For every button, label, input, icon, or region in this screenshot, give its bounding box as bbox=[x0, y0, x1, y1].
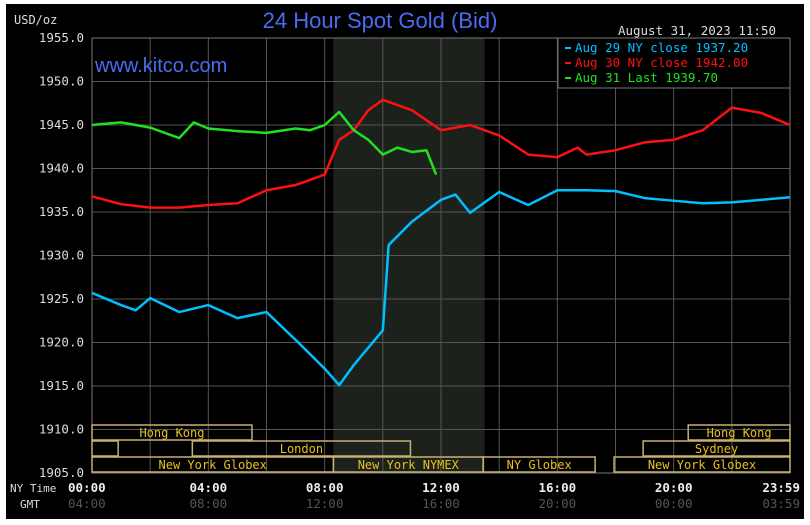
session-label: New York Globex bbox=[159, 458, 267, 472]
y-tick-label: 1935.0 bbox=[39, 204, 84, 219]
x-tick-gmt: 20:00 bbox=[539, 496, 577, 511]
y-tick-label: 1940.0 bbox=[39, 161, 84, 176]
y-tick-label: 1905.0 bbox=[39, 465, 84, 480]
x-tick-gmt: 12:00 bbox=[306, 496, 344, 511]
legend-entry: Aug 31 Last 1939.70 bbox=[575, 70, 718, 85]
session-bar bbox=[91, 440, 119, 457]
legend-entry: Aug 29 NY close 1937.20 bbox=[575, 40, 748, 55]
timestamp: August 31, 2023 11:50 bbox=[618, 23, 776, 38]
x-tick-ny: 20:00 bbox=[655, 480, 693, 495]
x-tick-ny: 12:00 bbox=[422, 480, 460, 495]
y-tick-label: 1915.0 bbox=[39, 378, 84, 393]
y-tick-label: 1955.0 bbox=[39, 30, 84, 45]
x-tick-gmt: 08:00 bbox=[190, 496, 228, 511]
session-bar bbox=[613, 456, 791, 473]
x-tick-ny: 00:00 bbox=[68, 480, 106, 495]
y-tick-label: 1920.0 bbox=[39, 335, 84, 350]
x-axis-ny-label: NY Time bbox=[10, 482, 56, 495]
legend-entry: Aug 30 NY close 1942.00 bbox=[575, 55, 748, 70]
x-tick-gmt: 04:00 bbox=[68, 496, 106, 511]
series-line-2 bbox=[91, 98, 791, 209]
y-tick-label: 1925.0 bbox=[39, 291, 84, 306]
plot-border bbox=[91, 37, 791, 474]
session-bar bbox=[482, 456, 596, 473]
x-tick-ny: 16:00 bbox=[539, 480, 577, 495]
watermark: www.kitco.com bbox=[94, 55, 227, 77]
session-bar bbox=[191, 440, 412, 457]
x-axis-gmt-label: GMT bbox=[20, 498, 40, 511]
series-line-1 bbox=[91, 189, 791, 387]
session-label: New York Globex bbox=[648, 458, 756, 472]
y-tick-label: 1910.0 bbox=[39, 422, 84, 437]
y-tick-label: 1950.0 bbox=[39, 74, 84, 89]
session-bar bbox=[642, 440, 791, 457]
session-label: Sydney bbox=[695, 442, 738, 456]
legend-box bbox=[557, 37, 791, 89]
chart-title: 24 Hour Spot Gold (Bid) bbox=[263, 8, 498, 33]
series-line-3 bbox=[91, 110, 438, 176]
x-tick-ny: 23:59 bbox=[762, 480, 800, 495]
x-tick-gmt: 00:00 bbox=[655, 496, 693, 511]
y-tick-label: 1945.0 bbox=[39, 117, 84, 132]
session-bar bbox=[91, 424, 253, 441]
session-label: London bbox=[280, 442, 323, 456]
session-label: Hong Kong bbox=[139, 426, 204, 440]
x-tick-gmt: 03:59 bbox=[762, 496, 800, 511]
x-tick-gmt: 16:00 bbox=[422, 496, 460, 511]
session-bar bbox=[687, 424, 791, 441]
x-tick-ny: 04:00 bbox=[190, 480, 228, 495]
x-tick-ny: 08:00 bbox=[306, 480, 344, 495]
session-label: New York NYMEX bbox=[358, 458, 460, 472]
session-label: NY Globex bbox=[507, 458, 572, 472]
y-tick-label: 1930.0 bbox=[39, 248, 84, 263]
y-axis-unit: USD/oz bbox=[14, 13, 57, 27]
session-label: Hong Kong bbox=[707, 426, 772, 440]
